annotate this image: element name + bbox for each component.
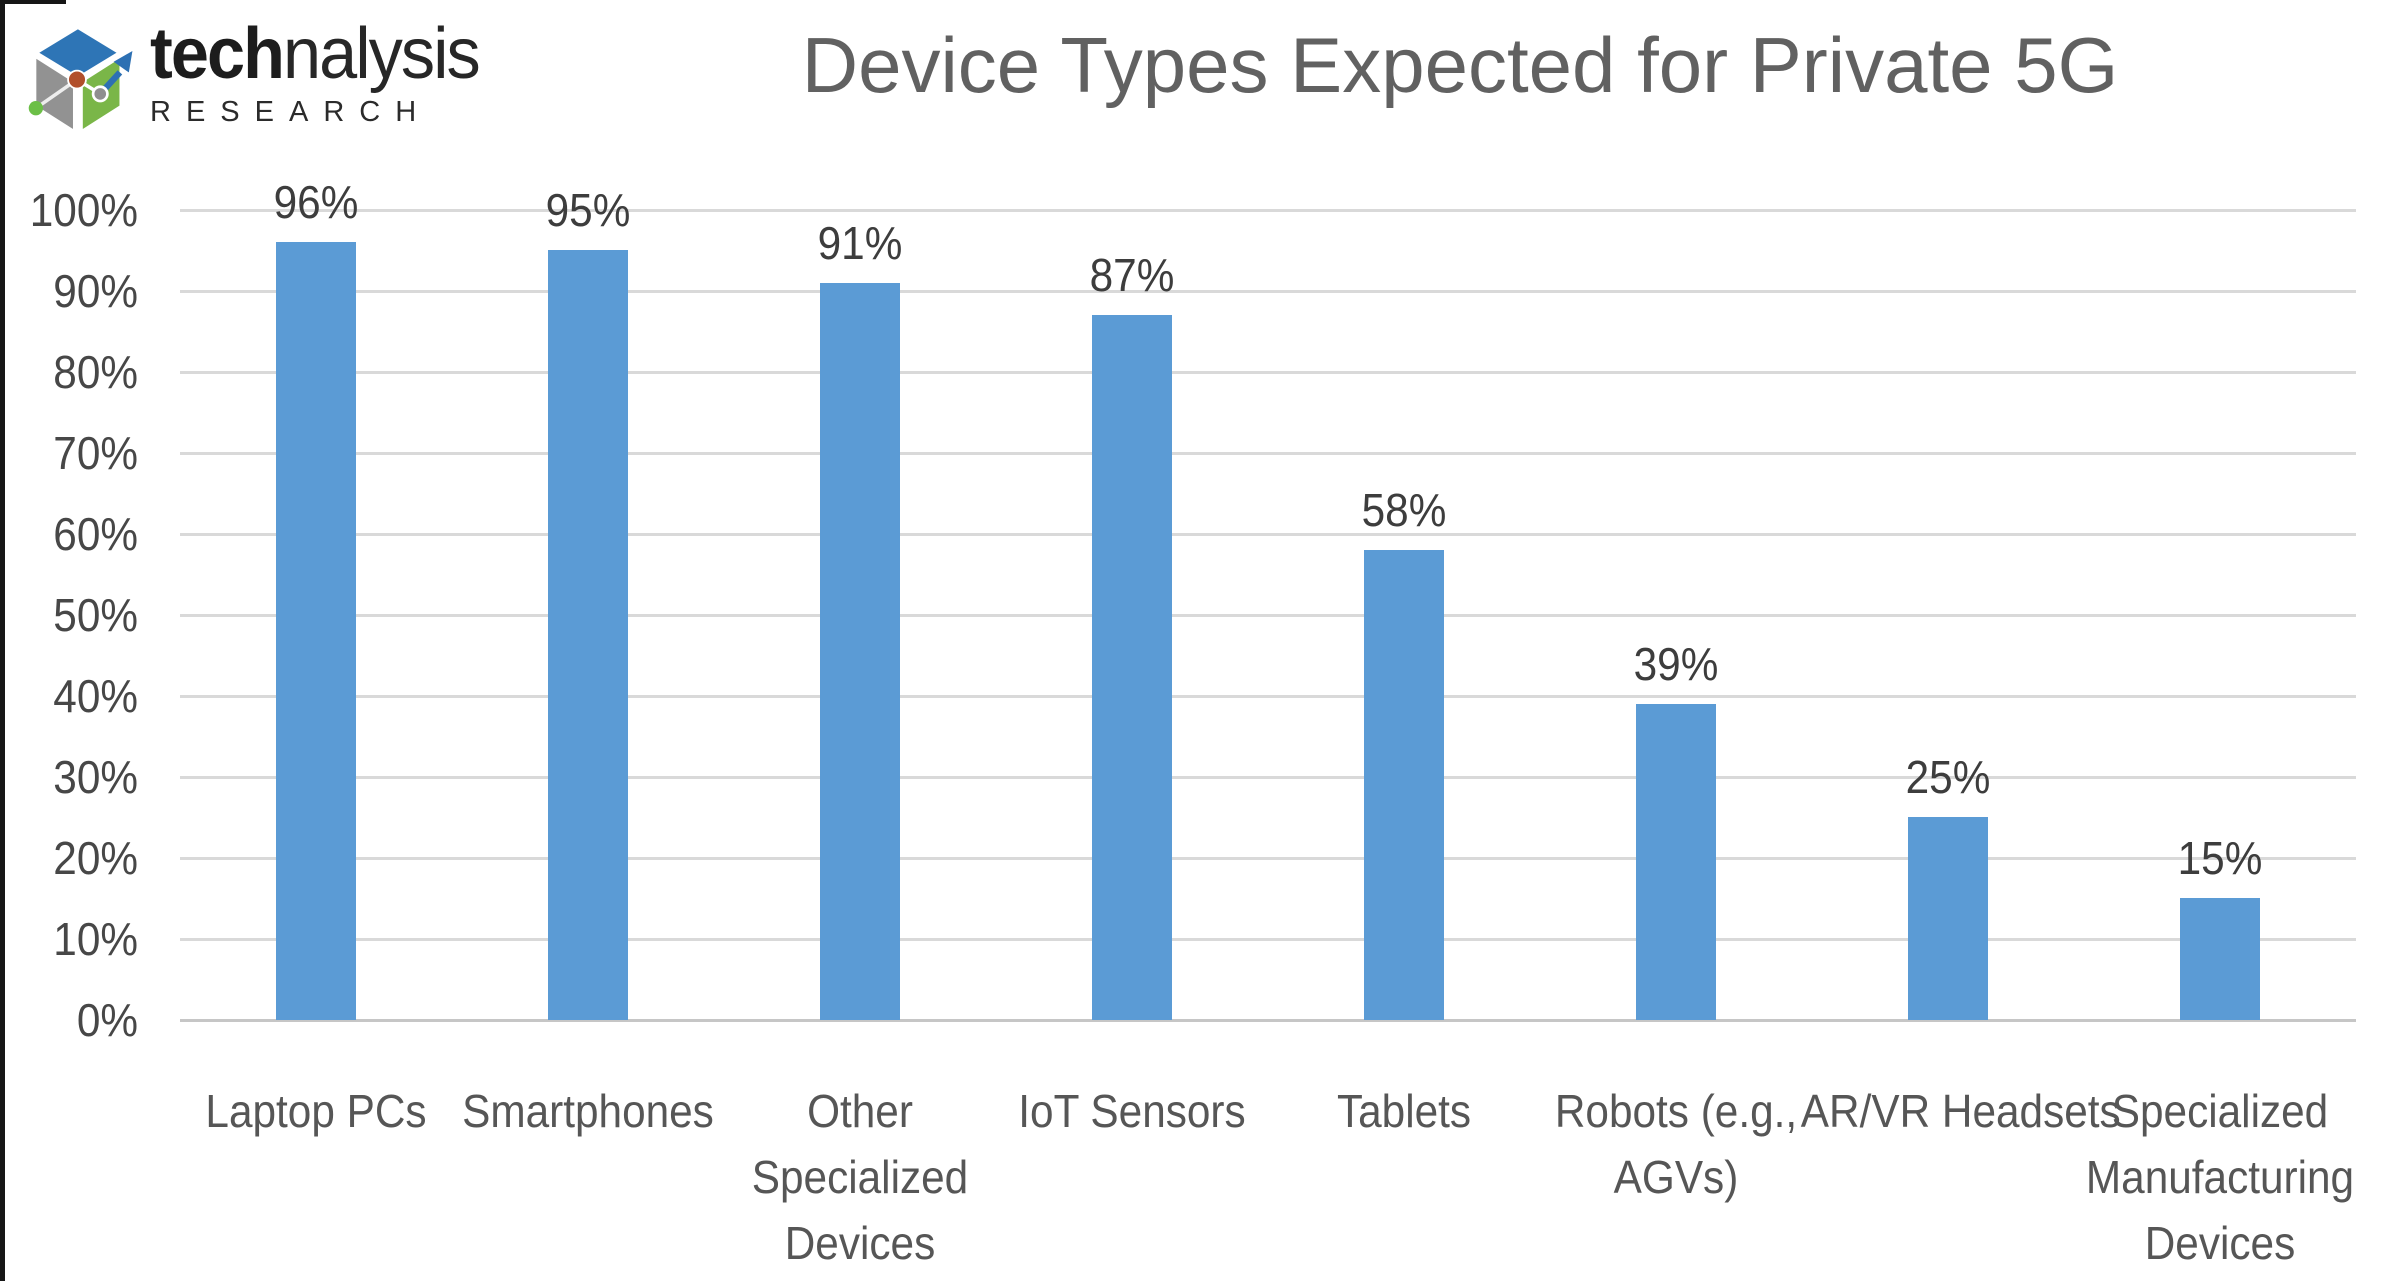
logo-brand-bold: tech xyxy=(150,14,285,94)
y-tick-label: 40% xyxy=(53,670,138,722)
bar-value-label: 91% xyxy=(817,217,903,269)
gridline xyxy=(180,290,2356,293)
bar-tablets xyxy=(1364,550,1444,1020)
category-label-ar-vr-headsets: AR/VR Headsets xyxy=(1788,1078,2121,1144)
gridline xyxy=(180,533,2356,536)
bar-specialized-manufacturing-devices xyxy=(2180,898,2260,1020)
category-label-line: Laptop PCs xyxy=(205,1085,427,1137)
bar-laptop-pcs xyxy=(276,242,356,1020)
category-label-line: Robots (e.g., xyxy=(1554,1085,1798,1137)
bar-value-label: 15% xyxy=(2177,832,2263,884)
category-label-line: AGVs) xyxy=(1613,1151,1739,1203)
gridline xyxy=(180,857,2356,860)
bar-value-label: 25% xyxy=(1905,751,1991,803)
bar-smartphones xyxy=(548,250,628,1020)
category-label-tablets: Tablets xyxy=(1244,1078,1564,1144)
bar-value-label: 95% xyxy=(545,184,631,236)
category-label-specialized-manufacturing-devices: Specialized Manufacturing Devices xyxy=(2060,1078,2380,1276)
logo-text: technalysis RESEARCH xyxy=(150,18,496,129)
y-tick-label: 100% xyxy=(29,184,139,236)
y-tick-label: 80% xyxy=(53,346,138,398)
bar-robots-e-g-agvs xyxy=(1636,704,1716,1020)
y-tick-label: 30% xyxy=(53,751,138,803)
y-tick-label: 70% xyxy=(53,427,138,479)
category-label-line: AR/VR Headsets xyxy=(1800,1085,2121,1137)
x-axis-line xyxy=(180,1019,2356,1022)
gridline xyxy=(180,776,2356,779)
y-tick-label: 50% xyxy=(53,589,138,641)
top-edge-border xyxy=(0,0,66,4)
gridline xyxy=(180,371,2356,374)
left-edge-border xyxy=(0,0,5,1281)
logo-brand-name: technalysis xyxy=(150,18,481,90)
technalysis-logo: technalysis RESEARCH xyxy=(18,10,496,142)
bar-other-specialized-devices xyxy=(820,283,900,1020)
category-label-line: Tablets xyxy=(1336,1085,1472,1137)
y-tick-label: 90% xyxy=(53,265,138,317)
gridline xyxy=(180,209,2356,212)
gridline xyxy=(180,695,2356,698)
category-label-line: Smartphones xyxy=(462,1085,714,1137)
logo-cube-icon xyxy=(28,26,133,134)
category-label-line: Other xyxy=(807,1085,913,1137)
y-tick-label: 10% xyxy=(53,913,138,965)
category-label-other-specialized-devices: Other Specialized Devices xyxy=(700,1078,1020,1276)
category-label-line: IoT Sensors xyxy=(1018,1085,1246,1137)
logo-brand-light: nalysis xyxy=(283,14,481,94)
logo-subtitle: RESEARCH xyxy=(150,96,432,128)
bar-value-label: 39% xyxy=(1633,638,1719,690)
category-label-line: Devices xyxy=(784,1217,936,1269)
y-tick-label: 60% xyxy=(53,508,138,560)
bar-value-label: 87% xyxy=(1089,249,1175,301)
y-tick-label: 20% xyxy=(53,832,138,884)
bar-value-label: 96% xyxy=(273,176,359,228)
category-label-line: Specialized xyxy=(2111,1085,2329,1137)
bar-value-label: 58% xyxy=(1361,484,1447,536)
category-label-line: Specialized xyxy=(751,1151,969,1203)
category-label-line: Devices xyxy=(2144,1217,2296,1269)
category-label-iot-sensors: IoT Sensors xyxy=(972,1078,1292,1144)
category-label-laptop-pcs: Laptop PCs xyxy=(156,1078,476,1144)
y-tick-label: 0% xyxy=(76,994,138,1046)
gridline xyxy=(180,938,2356,941)
bar-ar-vr-headsets xyxy=(1908,817,1988,1020)
gridline xyxy=(180,614,2356,617)
category-label-smartphones: Smartphones xyxy=(428,1078,748,1144)
bar-iot-sensors xyxy=(1092,315,1172,1020)
category-label-robots-e-g-agvs: Robots (e.g., AGVs) xyxy=(1516,1078,1836,1210)
gridline xyxy=(180,452,2356,455)
category-label-line: Manufacturing xyxy=(2085,1151,2355,1203)
chart-title: Device Types Expected for Private 5G xyxy=(801,21,2119,109)
